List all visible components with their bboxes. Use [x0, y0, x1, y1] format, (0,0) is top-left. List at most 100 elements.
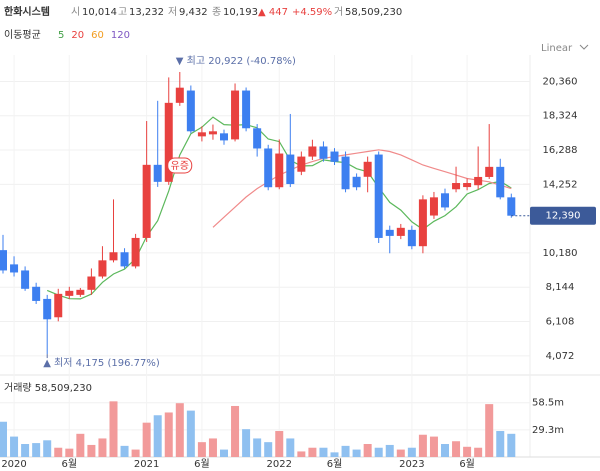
event-badge: 유증	[171, 160, 189, 172]
candle-body	[330, 151, 339, 162]
legend-period: 60	[91, 30, 104, 41]
volume-bar	[286, 438, 295, 457]
candle-body	[275, 153, 284, 188]
candle-body	[142, 164, 151, 238]
volume-bar	[231, 405, 240, 457]
candle-body	[396, 227, 405, 236]
min-annotation: ▲ 최저 4,175 (196.77%)	[43, 357, 160, 369]
stock-name: 한화시스템	[4, 6, 50, 18]
open-label: 시	[71, 6, 80, 18]
volume-bar	[297, 451, 306, 457]
legend-title: 이동평균	[4, 29, 41, 41]
high-value: 13,232	[129, 7, 164, 18]
low-label: 저	[168, 6, 177, 18]
volume-bar	[264, 442, 273, 457]
x-tick-label: 6월	[327, 458, 343, 470]
volume-bar	[153, 415, 162, 457]
max-annotation: ▼ 최고 20,922 (-40.78%)	[176, 55, 296, 67]
x-tick-label: 6월	[62, 458, 78, 470]
candle-body	[441, 193, 449, 208]
close-label: 종	[212, 6, 221, 18]
candle-body	[485, 166, 494, 177]
volume-bar	[385, 444, 394, 457]
y-tick-label: 6,108	[546, 317, 575, 328]
candle-body	[418, 199, 427, 247]
candle-body	[43, 298, 52, 320]
volume-label: 거	[334, 6, 343, 18]
volume-tick-label: 58.5m	[532, 398, 564, 409]
volume-bar	[429, 436, 438, 457]
candle-body	[352, 176, 361, 188]
candle-body	[363, 161, 372, 177]
candle-body	[242, 90, 251, 129]
x-tick-label: 2020	[1, 459, 26, 470]
candle-body	[197, 132, 206, 137]
candle-body	[131, 237, 140, 267]
volume-bar	[142, 422, 151, 457]
candle-body	[208, 131, 217, 135]
volume-bar	[131, 449, 140, 457]
volume-bar	[76, 433, 85, 457]
candle-body	[286, 154, 295, 185]
high-label: 고	[118, 7, 127, 18]
candle-body	[374, 154, 383, 238]
y-tick-label: 4,072	[546, 351, 575, 362]
candle-body	[32, 286, 41, 301]
volume-bar	[21, 444, 30, 457]
volume-bar	[452, 441, 461, 457]
candle-body	[220, 133, 228, 141]
candle-body	[231, 90, 240, 140]
candle-body	[120, 252, 129, 267]
candle-body	[0, 250, 7, 271]
volume-bar	[275, 431, 284, 457]
volume-bar	[242, 429, 251, 457]
volume-bar	[54, 447, 63, 457]
volume-bar	[208, 438, 217, 457]
volume-bar	[507, 433, 516, 457]
low-value: 9,432	[179, 7, 208, 18]
close-value: 10,193	[223, 7, 258, 18]
volume-tick-label: 29.3m	[532, 425, 564, 436]
volume-bar	[65, 448, 74, 457]
legend-period: 5	[58, 30, 64, 41]
volume-bar	[418, 434, 427, 457]
volume-bar	[109, 401, 118, 457]
y-tick-label: 14,252	[543, 179, 578, 190]
volume-bar	[175, 403, 184, 457]
volume-bar	[485, 404, 494, 457]
candle-body	[264, 148, 273, 188]
candle-body	[76, 289, 85, 295]
volume-bar	[319, 447, 328, 457]
x-tick-label: 6월	[459, 458, 475, 470]
scale-mode[interactable]: Linear	[541, 43, 573, 54]
candle-body	[319, 146, 328, 159]
y-tick-label: 16,288	[543, 145, 578, 156]
y-tick-label: 10,180	[543, 248, 578, 259]
last-price-label: 12,390	[546, 211, 581, 222]
last-price-box	[530, 206, 596, 225]
candle-body	[164, 102, 173, 182]
volume-bar	[374, 447, 383, 457]
volume-bar	[120, 445, 129, 457]
volume-bar	[164, 412, 173, 457]
volume-bar	[407, 447, 416, 457]
volume-bar	[363, 444, 372, 457]
volume-bar	[253, 438, 262, 457]
volume-bar	[341, 445, 350, 457]
volume-bar	[441, 444, 449, 457]
event-badge-box	[167, 157, 193, 174]
candle-body	[109, 252, 118, 261]
change-pct: +4.59%	[292, 7, 332, 18]
dropdown-icon[interactable]	[579, 44, 589, 50]
volume-bar	[496, 431, 505, 457]
candle-body	[452, 183, 461, 190]
candle-body	[153, 164, 162, 182]
candle-body	[253, 128, 262, 149]
candle-body	[507, 197, 516, 216]
y-tick-label: 8,144	[546, 282, 575, 293]
y-tick-label: 18,324	[543, 111, 578, 122]
candle-body	[10, 264, 19, 273]
volume-bar	[330, 452, 339, 457]
x-tick-label: 2022	[267, 459, 292, 470]
